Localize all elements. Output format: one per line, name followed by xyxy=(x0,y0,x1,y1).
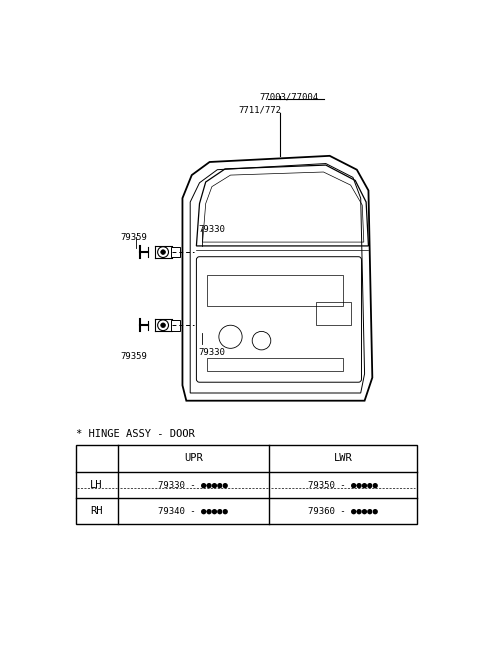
Text: * HINGE ASSY - DOOR: * HINGE ASSY - DOOR xyxy=(75,429,194,439)
Text: 79330: 79330 xyxy=(198,348,225,357)
Text: LWR: LWR xyxy=(334,453,352,463)
Text: 79330 - ●●●●●: 79330 - ●●●●● xyxy=(158,480,228,489)
Bar xyxy=(207,357,343,371)
Circle shape xyxy=(161,323,166,328)
Text: RH: RH xyxy=(90,506,103,516)
Text: 7711/772: 7711/772 xyxy=(239,105,281,114)
Bar xyxy=(316,302,350,325)
Bar xyxy=(207,275,343,306)
Text: 79350 - ●●●●●: 79350 - ●●●●● xyxy=(308,480,378,489)
Text: LH: LH xyxy=(90,480,103,489)
Text: 79360 - ●●●●●: 79360 - ●●●●● xyxy=(308,507,378,515)
Text: UPR: UPR xyxy=(184,453,203,463)
Text: 79359: 79359 xyxy=(120,233,147,242)
Bar xyxy=(171,246,180,258)
Text: 77003/77004: 77003/77004 xyxy=(259,93,318,102)
Text: 79359: 79359 xyxy=(120,352,147,361)
Bar xyxy=(75,445,417,524)
Text: 79340 - ●●●●●: 79340 - ●●●●● xyxy=(158,507,228,515)
Bar xyxy=(171,320,180,330)
Text: 79330: 79330 xyxy=(198,225,225,234)
Circle shape xyxy=(161,250,166,254)
